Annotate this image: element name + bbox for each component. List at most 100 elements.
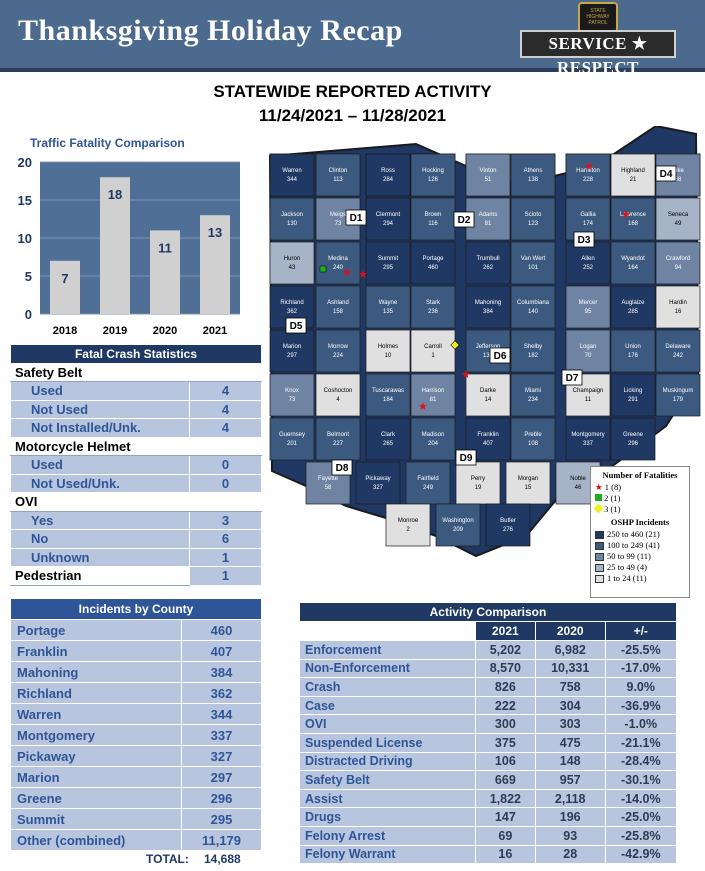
activity-2021: 1,822 bbox=[474, 788, 536, 809]
county-label: Trumbull bbox=[476, 256, 499, 262]
district-label: D2 bbox=[458, 215, 471, 226]
activity-2021: 106 bbox=[474, 751, 536, 772]
county-label: Medina bbox=[328, 256, 348, 262]
fatal-row-label: Not Installed/Unk. bbox=[10, 418, 190, 438]
county-label: Franklin bbox=[477, 432, 498, 438]
county-name: Pickaway bbox=[10, 745, 182, 767]
county-value: 294 bbox=[383, 221, 394, 227]
county-name: Summit bbox=[10, 808, 182, 830]
legend-incident-1: 250 to 460 (21) bbox=[595, 529, 685, 540]
county-label: Lawrence bbox=[620, 212, 647, 218]
county-label: Morrow bbox=[328, 344, 349, 350]
county-label: Ashland bbox=[327, 300, 349, 306]
county-label: Muskingum bbox=[663, 388, 694, 394]
county-shape bbox=[510, 197, 556, 241]
county-label: Mahoning bbox=[475, 300, 501, 306]
county-shape bbox=[315, 153, 361, 197]
chart-data-label: 18 bbox=[108, 187, 122, 202]
county-value: 252 bbox=[583, 265, 594, 271]
county-value: 234 bbox=[528, 397, 539, 403]
county-value: 16 bbox=[675, 309, 682, 315]
county-shape bbox=[485, 503, 531, 547]
county-label: Jefferson bbox=[476, 344, 501, 350]
county-name: Marion bbox=[10, 766, 182, 788]
fatal-row: No 6 bbox=[10, 529, 262, 549]
county-shape bbox=[655, 285, 701, 329]
county-value: 46 bbox=[575, 485, 582, 491]
district-label: D1 bbox=[350, 213, 363, 224]
county-shape bbox=[365, 153, 411, 197]
county-shape bbox=[610, 329, 656, 373]
fatality-star-icon: ★ bbox=[621, 208, 631, 221]
county-shape bbox=[269, 373, 315, 417]
activity-row: Crash 826 758 9.0% bbox=[299, 677, 678, 697]
county-table-title: Incidents by County bbox=[10, 598, 262, 620]
county-label: Harrison bbox=[422, 388, 445, 394]
fatal-row: Not Used/Unk. 0 bbox=[10, 473, 262, 493]
page-title: Thanksgiving Holiday Recap bbox=[18, 14, 403, 47]
county-value: 4 bbox=[336, 397, 340, 403]
chart-bar bbox=[200, 215, 230, 314]
chart-y-tick: 5 bbox=[25, 269, 32, 284]
county-shape bbox=[365, 329, 411, 373]
county-shape bbox=[315, 241, 361, 285]
district-box bbox=[573, 231, 595, 248]
county-label: Noble bbox=[570, 476, 586, 482]
activity-header-blank bbox=[299, 621, 476, 641]
county-row: Richland 362 bbox=[10, 682, 262, 704]
county-label: Auglaize bbox=[621, 300, 645, 306]
county-shape bbox=[610, 153, 656, 197]
activity-2021: 16 bbox=[474, 844, 536, 865]
fatal-section-label: OVI bbox=[10, 492, 262, 512]
county-value: 407 bbox=[181, 640, 262, 662]
county-value: 295 bbox=[383, 265, 394, 271]
county-value: 51 bbox=[485, 177, 492, 183]
county-value: 140 bbox=[528, 309, 539, 315]
county-shape bbox=[365, 285, 411, 329]
county-shape bbox=[565, 241, 611, 285]
activity-label: Suspended License bbox=[299, 732, 476, 753]
county-shape bbox=[405, 461, 451, 505]
activity-row: Non-Enforcement 8,570 10,331 -17.0% bbox=[299, 658, 678, 679]
county-shape bbox=[410, 373, 456, 417]
pedestrian-row: Pedestrian 1 bbox=[10, 566, 262, 586]
county-value: 201 bbox=[287, 441, 298, 447]
county-label: Hocking bbox=[422, 168, 444, 174]
county-row: Franklin 407 bbox=[10, 640, 262, 662]
map-legend: Number of Fatalities ★ 1 (8) 2 (1) 3 (1)… bbox=[590, 466, 690, 598]
county-name: Warren bbox=[10, 703, 182, 725]
activity-col-2021: 2021 bbox=[474, 621, 536, 641]
county-label: Union bbox=[625, 344, 641, 350]
chart-bar bbox=[50, 260, 80, 314]
fatal-crash-table: Fatal Crash Statistics Safety Belt Used 4 N… bbox=[10, 344, 262, 586]
activity-row: Drugs 147 196 -25.0% bbox=[299, 807, 678, 827]
chart-bar bbox=[150, 230, 180, 314]
county-value: 164 bbox=[628, 265, 639, 271]
county-shape bbox=[269, 197, 315, 241]
county-label: Scioto bbox=[525, 212, 542, 218]
county-label: Fayette bbox=[318, 476, 339, 482]
district-label: D4 bbox=[660, 169, 673, 180]
fatal-row: Used 4 bbox=[10, 381, 262, 401]
fatal-row-value: 0 bbox=[189, 455, 262, 475]
district-box bbox=[345, 209, 367, 226]
county-value: 204 bbox=[428, 441, 439, 447]
county-value: 242 bbox=[673, 353, 684, 359]
county-shape bbox=[355, 461, 401, 505]
county-value: 168 bbox=[628, 221, 639, 227]
activity-row: Felony Arrest 69 93 -25.8% bbox=[299, 825, 678, 846]
fatal-row: Yes 3 bbox=[10, 510, 262, 530]
activity-col-change: +/- bbox=[604, 621, 678, 641]
county-shape bbox=[610, 285, 656, 329]
pedestrian-value: 1 bbox=[189, 566, 262, 586]
chart-x-tick: 2020 bbox=[153, 325, 177, 337]
county-label: Guernsey bbox=[279, 432, 305, 438]
report-title: STATEWIDE REPORTED ACTIVITY bbox=[213, 82, 492, 101]
swatch-icon bbox=[595, 542, 604, 551]
county-label: Portage bbox=[422, 256, 444, 262]
county-name: Franklin bbox=[10, 640, 182, 662]
county-value: 384 bbox=[483, 309, 494, 315]
activity-row: Enforcement 5,202 6,982 -25.5% bbox=[299, 640, 678, 660]
county-label: Clinton bbox=[329, 168, 348, 174]
fatal-row-value: 1 bbox=[189, 547, 262, 567]
